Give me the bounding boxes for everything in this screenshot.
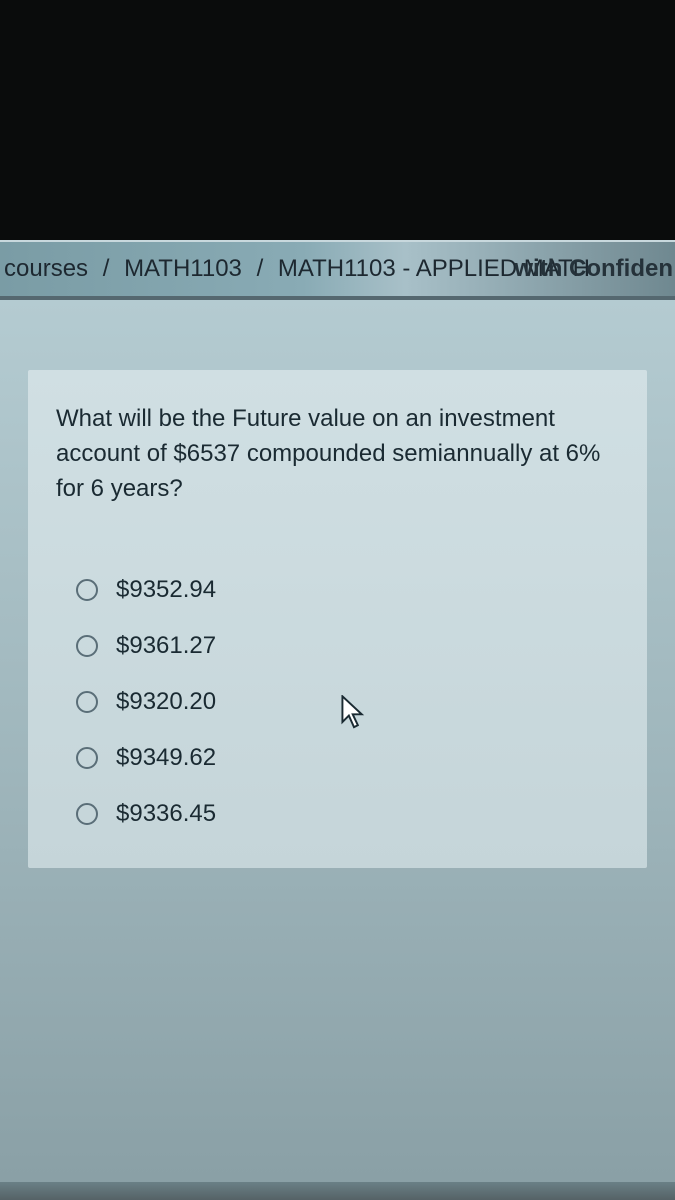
breadcrumb-separator: / xyxy=(257,255,264,282)
breadcrumb-separator: / xyxy=(103,255,110,282)
option-label: $9349.62 xyxy=(116,744,216,772)
radio-icon[interactable] xyxy=(76,691,98,713)
option-label: $9336.45 xyxy=(116,800,216,828)
option-row[interactable]: $9361.27 xyxy=(76,632,619,660)
option-row[interactable]: $9336.45 xyxy=(76,800,619,828)
option-row[interactable]: $9349.62 xyxy=(76,744,619,772)
bottom-edge xyxy=(0,1182,675,1200)
radio-icon[interactable] xyxy=(76,579,98,601)
question-card: What will be the Future value on an inve… xyxy=(28,370,647,868)
breadcrumb-segment[interactable]: MATH1103 xyxy=(124,255,242,282)
breadcrumb-bar: courses / MATH1103 / MATH1103 - APPLIED … xyxy=(0,240,675,300)
content-area: What will be the Future value on an inve… xyxy=(0,300,675,1182)
banner-line: with Confiden xyxy=(514,256,673,281)
breadcrumb-segment[interactable]: courses xyxy=(4,255,88,282)
option-row[interactable]: $9352.94 xyxy=(76,576,619,604)
screen: courses / MATH1103 / MATH1103 - APPLIED … xyxy=(0,0,675,1200)
options-list: $9352.94 $9361.27 $9320.20 $9349.62 $933… xyxy=(56,576,619,828)
question-prompt: What will be the Future value on an inve… xyxy=(56,402,619,506)
option-label: $9361.27 xyxy=(116,632,216,660)
top-black-region xyxy=(0,0,675,240)
option-row[interactable]: $9320.20 xyxy=(76,688,619,716)
option-label: $9352.94 xyxy=(116,576,216,604)
option-label: $9320.20 xyxy=(116,688,216,716)
radio-icon[interactable] xyxy=(76,747,98,769)
breadcrumb: courses / MATH1103 / MATH1103 - APPLIED … xyxy=(4,255,590,283)
banner-overlay: with Confiden xyxy=(514,242,675,296)
radio-icon[interactable] xyxy=(76,635,98,657)
radio-icon[interactable] xyxy=(76,803,98,825)
